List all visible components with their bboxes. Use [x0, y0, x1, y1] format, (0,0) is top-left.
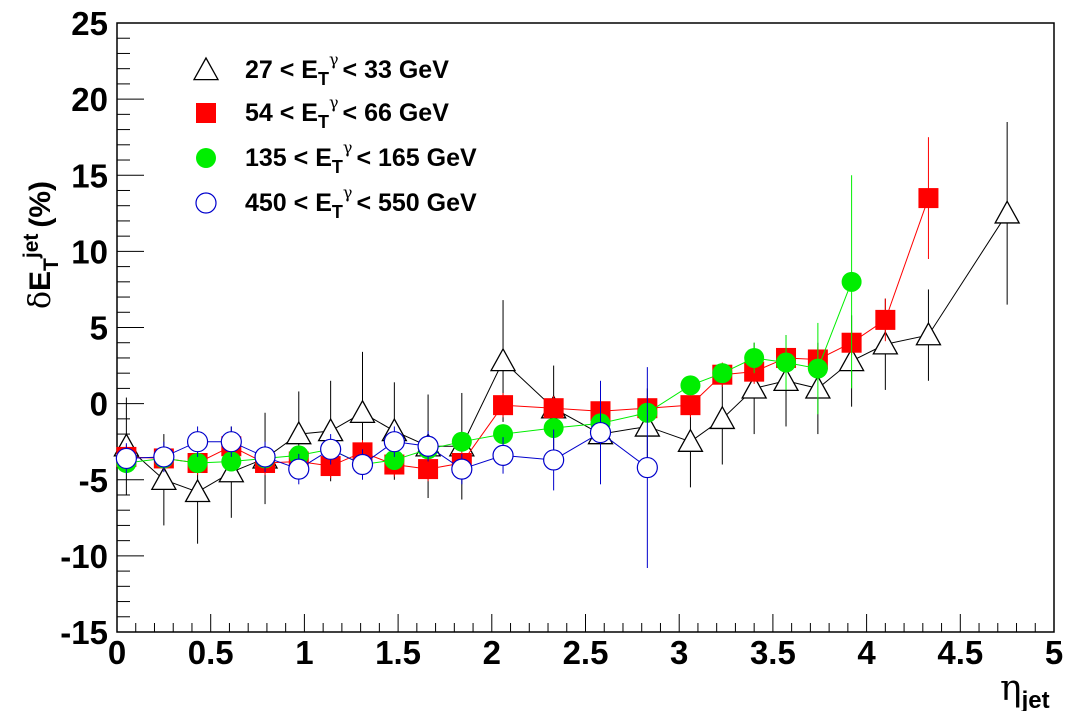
data-point	[285, 420, 312, 445]
y-tick-label: 15	[71, 157, 108, 194]
data-point	[492, 444, 514, 466]
axis-ticks	[116, 22, 1055, 633]
legend-label: 450 < ETγ < 550 GeV	[245, 183, 477, 222]
data-point	[543, 417, 564, 438]
x-tick-label: 5	[1045, 634, 1063, 671]
data-point	[493, 424, 514, 445]
data-point	[349, 399, 376, 424]
data-point	[918, 188, 939, 209]
axis-tick-labels: 0 0.5 1 1.5 2 2.5 3 3.5 4 4.5 5 -15 -10 -5 0 5 10 15 20 25	[60, 5, 1063, 671]
y-tick-label: -10	[60, 538, 108, 575]
x-axis-title: ηjet	[1000, 668, 1050, 711]
data-point	[680, 395, 701, 416]
data-point	[493, 395, 514, 416]
data-point	[741, 375, 768, 399]
legend-marker	[196, 148, 216, 168]
data-point	[254, 446, 276, 468]
data-point	[841, 271, 862, 292]
data-point	[220, 431, 242, 453]
legend-label: 54 < ETγ < 66 GeV	[245, 93, 449, 132]
data-point	[636, 456, 658, 479]
x-tick-label: 3	[670, 634, 688, 671]
data-point	[187, 453, 208, 474]
data-point	[351, 453, 374, 476]
y-tick-label: 20	[71, 81, 108, 118]
data-point	[776, 352, 797, 373]
series-3	[115, 367, 658, 569]
data-point	[589, 421, 612, 444]
y-axis-title: δETjet(%)	[20, 181, 63, 309]
data-point	[543, 398, 564, 419]
legend-marker	[195, 192, 217, 214]
x-tick-label: 2.5	[563, 634, 609, 671]
data-point	[994, 199, 1021, 224]
data-point	[712, 363, 733, 384]
data-point	[807, 358, 828, 379]
data-point	[915, 321, 942, 346]
data-point	[489, 347, 517, 372]
data-point	[709, 405, 736, 430]
legend-label: 27 < ETγ < 33 GeV	[245, 50, 449, 89]
data-point	[451, 458, 473, 480]
y-tick-label: -5	[79, 462, 108, 499]
data-point	[320, 438, 342, 460]
y-tick-label: 10	[71, 233, 108, 270]
x-tick-label: 1.5	[375, 634, 421, 671]
x-tick-label: 3.5	[750, 634, 796, 671]
legend-label: 135 < ETγ < 165 GeV	[245, 138, 477, 177]
legend-marker	[196, 103, 216, 123]
data-point	[744, 347, 765, 368]
data-point	[153, 446, 175, 468]
data-point	[384, 449, 405, 470]
data-point	[677, 428, 704, 452]
x-tick-label: 0.5	[188, 634, 234, 671]
x-tick-label: 1	[295, 634, 313, 671]
data-point	[872, 330, 899, 355]
data-point	[186, 431, 209, 453]
y-tick-label: 25	[71, 5, 108, 42]
data-point	[383, 431, 405, 453]
x-tick-label: 4.5	[937, 634, 983, 671]
data-point	[680, 375, 701, 396]
x-tick-label: 2	[483, 634, 501, 671]
y-tick-label: 5	[90, 310, 108, 347]
series-layer	[113, 121, 1021, 569]
data-point	[221, 451, 242, 472]
legend: 27 < ETγ < 33 GeV 54 < ETγ < 66 GeV 135 < ET…	[192, 50, 477, 222]
data-point	[115, 447, 137, 470]
data-point	[543, 449, 565, 471]
data-point	[288, 458, 310, 480]
data-point	[875, 309, 896, 330]
data-point	[451, 431, 472, 452]
data-point	[150, 466, 177, 491]
x-tick-label: 4	[857, 634, 876, 671]
y-tick-label: 0	[90, 386, 108, 423]
data-point	[320, 456, 341, 477]
data-point	[417, 435, 439, 457]
legend-marker	[192, 56, 220, 81]
data-point	[184, 478, 211, 503]
x-tick-label: 0	[108, 634, 126, 671]
y-tick-label: -15	[60, 614, 108, 651]
data-point	[418, 459, 439, 480]
